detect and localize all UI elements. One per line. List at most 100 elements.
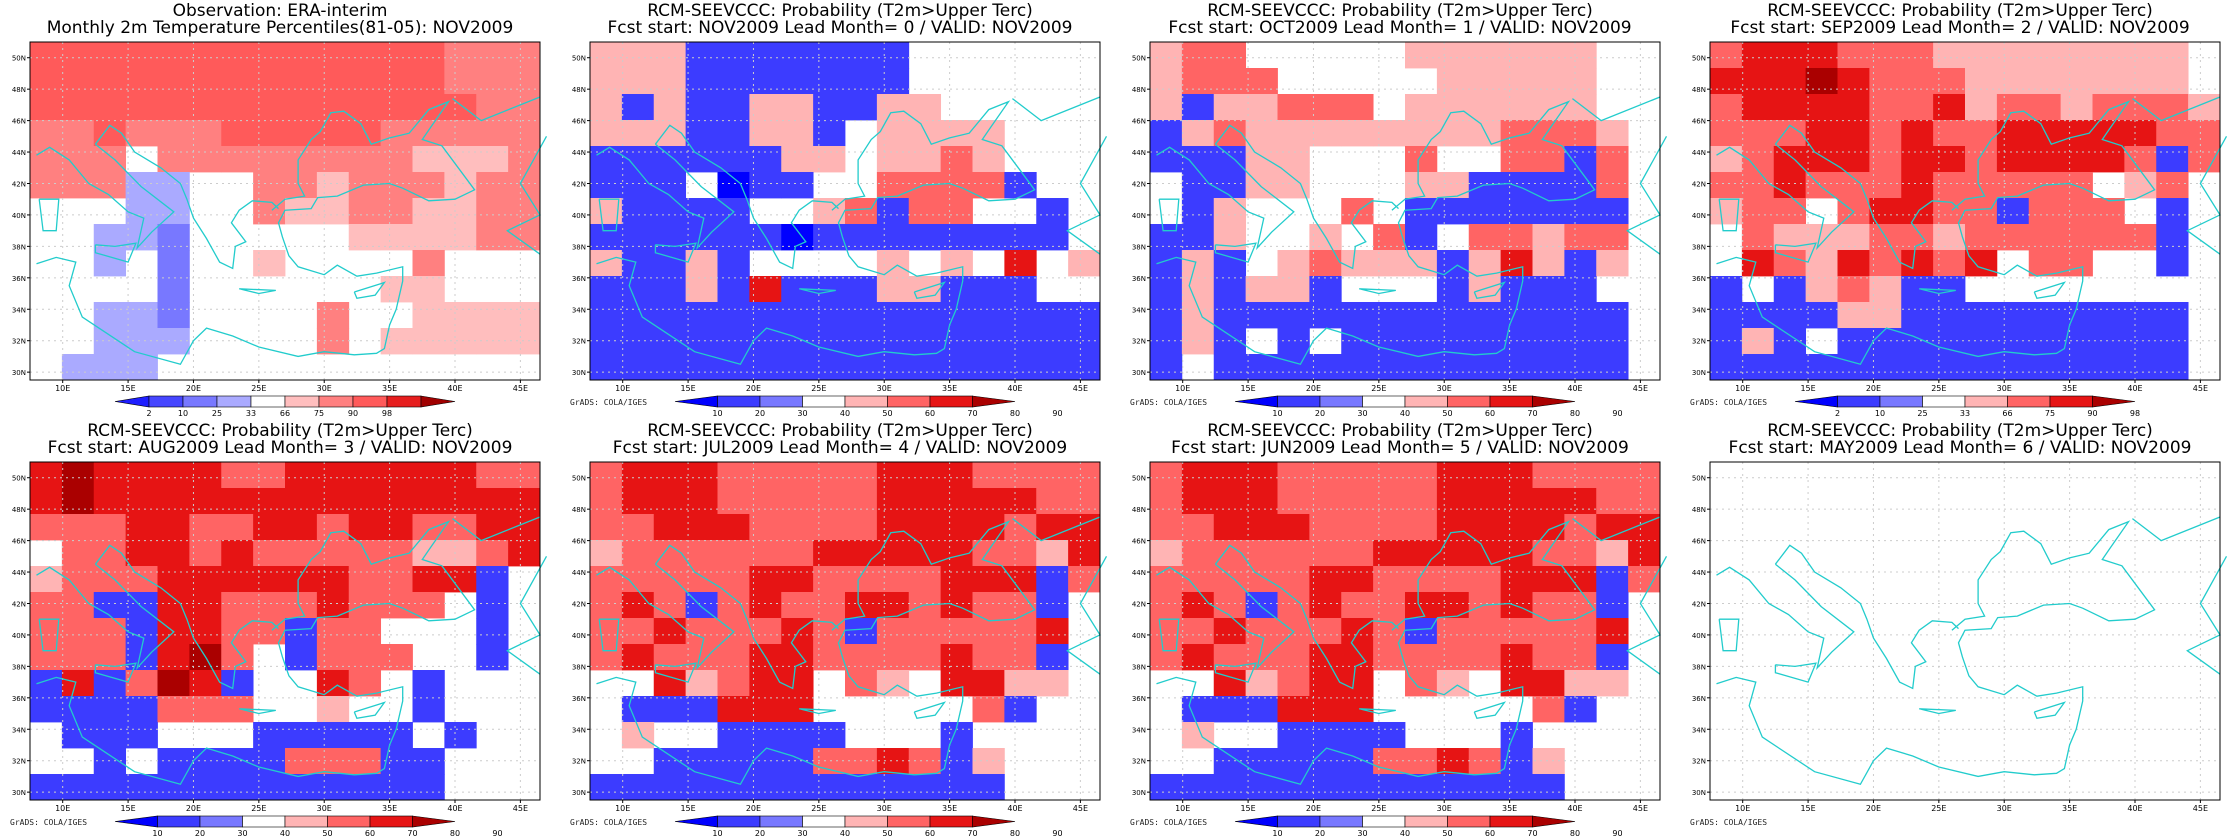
heatmap-cell (1468, 224, 1502, 251)
heatmap-cell (348, 224, 382, 251)
heatmap-cell (1405, 566, 1438, 593)
heatmap-cell (157, 514, 190, 541)
heatmap-cell (1213, 748, 1247, 775)
heatmap-cell (189, 94, 222, 121)
heatmap-cell (1245, 748, 1278, 775)
heatmap-cell (1933, 120, 1966, 147)
heatmap-cell (1996, 68, 2030, 95)
heatmap-cell (2028, 42, 2062, 69)
colorbar-tick-label: 20 (755, 829, 765, 838)
heatmap-cell (476, 618, 509, 645)
heatmap-cell (1150, 120, 1183, 147)
heatmap-cell (2028, 328, 2062, 355)
map-plot: 30N 32N 34N 36N 38N 40N 42N 44N 46N 48N 50N 10E 15E 2… (1692, 41, 2228, 418)
map-panel: 30N 32N 34N 36N 38N 40N 42N 44N 46N 48N 50N 10E 15E 2… (560, 420, 1120, 840)
heatmap-cell (1996, 146, 2030, 173)
lon-tick-label: 25E (811, 384, 826, 393)
lat-tick-label: 30N (572, 369, 586, 377)
heatmap-cell (972, 696, 1005, 723)
heatmap-cell (845, 774, 878, 801)
heatmap-cell (845, 592, 878, 619)
heatmap-cell (221, 644, 254, 671)
heatmap-cell (876, 224, 910, 251)
lat-tick-label: 42N (12, 180, 26, 188)
heatmap-cell (508, 302, 541, 329)
heatmap-cell (1741, 354, 1775, 381)
heatmap-cell (813, 42, 846, 69)
heatmap-cell (2028, 354, 2062, 381)
heatmap-cell (1373, 722, 1406, 749)
panel-subtitle: Monthly 2m Temperature Percentiles(81-05… (46, 18, 514, 38)
heatmap-cell (30, 146, 63, 173)
heatmap-cell (1965, 250, 1998, 277)
heatmap-cell (1309, 488, 1342, 515)
heatmap-cell (621, 566, 655, 593)
colorbar-tick-label: 75 (314, 409, 324, 418)
heatmap-cell (1277, 146, 1310, 173)
heatmap-cell (813, 540, 846, 567)
heatmap-cell (285, 146, 318, 173)
grads-credit: GrADS: COLA/IGES (1130, 818, 1208, 827)
heatmap-cell (1468, 120, 1502, 147)
heatmap-cell (1309, 94, 1342, 121)
heatmap-cell (1277, 328, 1310, 355)
heatmap-cell (1405, 670, 1438, 697)
heatmap-cell (972, 592, 1005, 619)
heatmap-cell (1341, 774, 1374, 801)
heatmap-cell (93, 748, 127, 775)
lat-tick-label: 44N (572, 149, 586, 157)
heatmap-cell (285, 120, 318, 147)
heatmap-cell (1901, 354, 1934, 381)
heatmap-cell (1901, 224, 1934, 251)
heatmap-cell (621, 94, 655, 121)
lon-tick-label: 15E (120, 384, 135, 393)
heatmap-cell (876, 670, 910, 697)
heatmap-cell (1245, 120, 1278, 147)
panel-title: RCM-SEEVCCC: Probability (T2m>Upper Terc… (1767, 421, 2153, 441)
heatmap-cell (412, 276, 445, 303)
heatmap-cell (1150, 566, 1183, 593)
heatmap-cell (1805, 94, 1838, 121)
heatmap-cell (2028, 198, 2062, 225)
coastline (452, 516, 541, 542)
heatmap-cell (2060, 68, 2093, 95)
lat-tick-label: 46N (1692, 538, 1706, 546)
heatmap-cell (653, 302, 687, 329)
lon-tick-label: 15E (1800, 804, 1815, 813)
heatmap-cell (1710, 276, 1743, 303)
lon-tick-label: 45E (1633, 804, 1648, 813)
heatmap-cell (380, 514, 413, 541)
heatmap-cell (1837, 276, 1870, 303)
heatmap-cell (1869, 250, 1902, 277)
heatmap-cell (61, 670, 95, 697)
heatmap-cell (1500, 670, 1533, 697)
heatmap-cell (1405, 540, 1438, 567)
heatmap-cell (125, 328, 158, 355)
lon-tick-label: 45E (513, 384, 528, 393)
heatmap-cell (2124, 146, 2157, 173)
heatmap-cell (348, 540, 382, 567)
coastline (38, 618, 60, 652)
heatmap-cell (940, 250, 973, 277)
heatmap-cell (1965, 302, 1998, 329)
heatmap-cell (316, 540, 350, 567)
heatmap-cell (717, 42, 750, 69)
colorbar-tick-label: 2 (1835, 409, 1840, 418)
heatmap-cell (1036, 198, 1069, 225)
heatmap-cell (940, 276, 973, 303)
lon-tick-label: 10E (615, 804, 630, 813)
heatmap-cell (1869, 94, 1902, 121)
heatmap-cell (1213, 146, 1247, 173)
heatmap-cell (61, 488, 95, 515)
colorbar-segment (844, 815, 888, 828)
colorbar-tick-label: 50 (882, 409, 892, 418)
lat-tick-label: 36N (1132, 275, 1146, 283)
lon-tick-label: 10E (1175, 804, 1190, 813)
heatmap-cell (1869, 42, 1902, 69)
heatmap-cell (1213, 462, 1247, 489)
heatmap-cell (1181, 94, 1215, 121)
heatmap-cell (908, 644, 942, 671)
heatmap-cell (653, 592, 687, 619)
coastline (1359, 708, 1396, 715)
coastline (1572, 516, 1661, 542)
